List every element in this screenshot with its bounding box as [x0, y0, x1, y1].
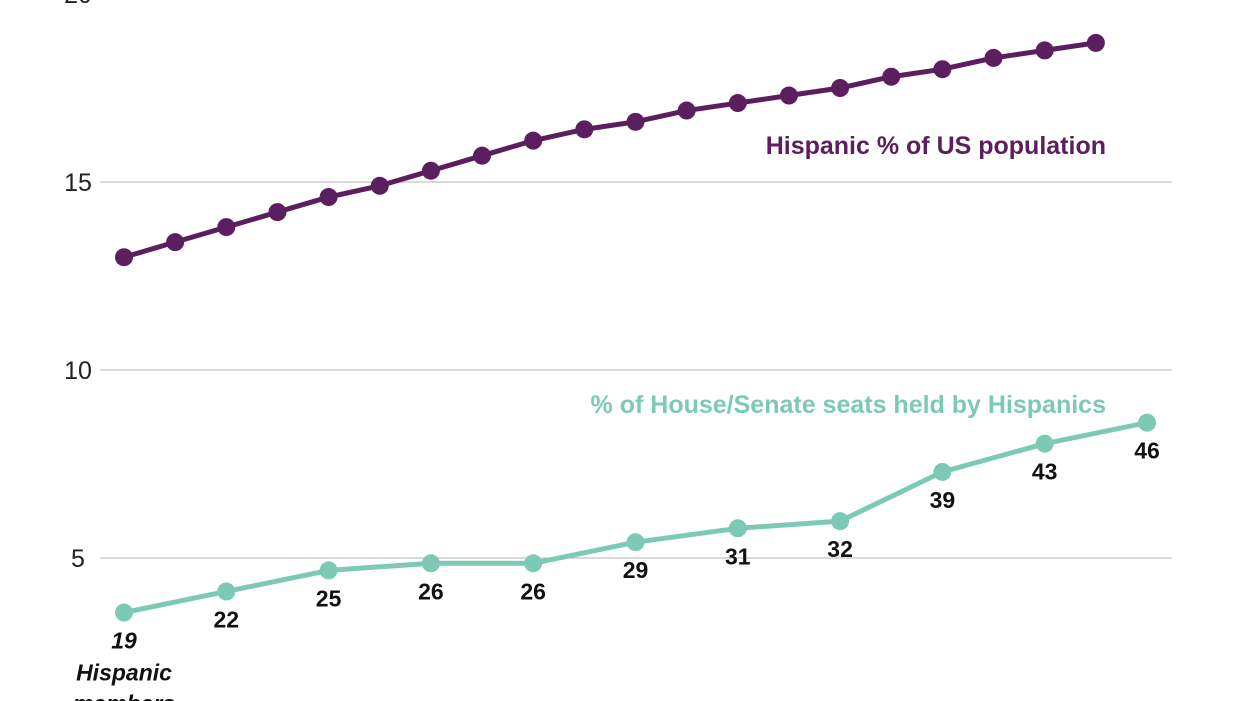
series-label-seats: % of House/Senate seats held by Hispanic…: [591, 391, 1106, 419]
data-point: [115, 603, 133, 622]
data-point: [1035, 41, 1054, 60]
data-label: 29: [623, 557, 649, 583]
data-label: 22: [214, 606, 240, 632]
series-line: [123, 420, 1148, 615]
data-point: [217, 582, 236, 601]
data-point: [217, 218, 236, 237]
data-label: 19: [111, 628, 137, 654]
data-point: [166, 233, 185, 252]
data-label: 25: [316, 585, 342, 611]
annotation-note: Hispanic: [76, 660, 172, 686]
data-point: [728, 519, 747, 538]
y-tick-label: 20: [64, 0, 92, 9]
data-point: [626, 112, 645, 131]
data-point: [319, 561, 338, 580]
data-label: 43: [1032, 459, 1058, 485]
data-point: [1086, 33, 1105, 52]
data-label: 26: [418, 578, 444, 604]
data-point: [933, 462, 952, 481]
data-point: [1138, 413, 1156, 432]
data-point: [370, 176, 389, 195]
grid: [100, 181, 1172, 559]
data-point: [421, 554, 440, 573]
data-point: [831, 512, 850, 531]
y-tick-label: 10: [64, 357, 92, 385]
data-point: [473, 146, 492, 165]
data-point: [677, 101, 696, 120]
data-point: [728, 94, 747, 113]
data-label: 26: [520, 578, 546, 604]
data-labels: 19 22 25 26 26 29 31 32 39 43 46 Hispanic members: [73, 438, 1160, 701]
data-label: 39: [930, 487, 956, 513]
data-point: [882, 67, 901, 86]
data-point: [831, 79, 850, 97]
y-tick-label: 5: [71, 545, 85, 573]
data-point: [779, 86, 798, 105]
y-tick-label: 15: [64, 169, 92, 197]
series-label-population: Hispanic % of US population: [766, 132, 1106, 160]
data-point: [575, 120, 594, 139]
data-point: [1035, 434, 1054, 453]
data-point: [268, 203, 287, 222]
data-label: 32: [827, 536, 853, 562]
data-label: 31: [725, 543, 751, 569]
data-point: [984, 48, 1003, 67]
data-point: [524, 554, 543, 573]
data-point: [115, 248, 133, 267]
data-point: [319, 188, 338, 207]
y-axis-ticks: 5 10 15 20: [64, 0, 92, 573]
annotation-note: members: [73, 691, 175, 701]
data-label: 46: [1134, 438, 1160, 464]
data-point: [626, 533, 645, 552]
data-point: [421, 161, 440, 180]
series-lines: [115, 33, 1156, 622]
data-point: [524, 131, 543, 150]
data-point: [933, 60, 952, 79]
